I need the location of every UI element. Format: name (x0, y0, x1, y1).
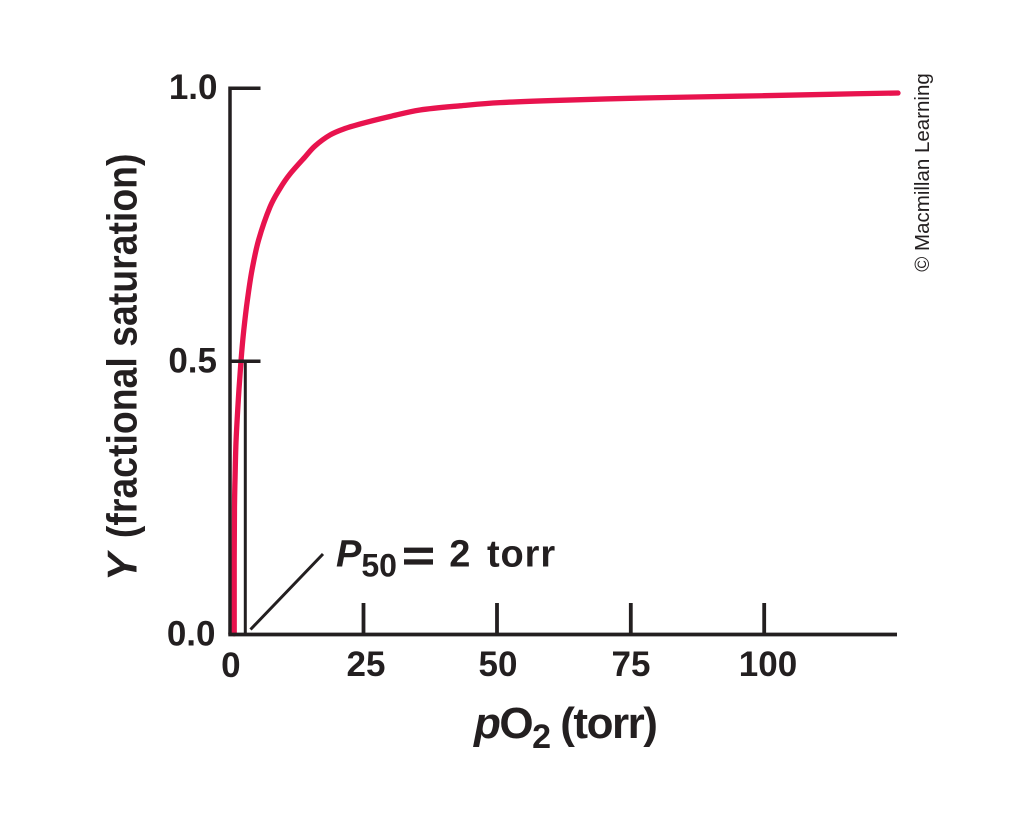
svg-text:Y: Y (99, 549, 146, 581)
svg-text:25: 25 (347, 645, 386, 684)
svg-text:50: 50 (479, 645, 518, 684)
svg-text:2: 2 (449, 534, 470, 576)
svg-text:100: 100 (739, 645, 797, 684)
svg-text:1.0: 1.0 (169, 68, 218, 107)
svg-text:0.5: 0.5 (168, 341, 217, 380)
svg-text:75: 75 (612, 645, 651, 684)
svg-text:0.0: 0.0 (167, 614, 216, 653)
svg-text:torr: torr (487, 534, 556, 576)
svg-text:0: 0 (221, 646, 240, 685)
svg-text:(fractional saturation): (fractional saturation) (99, 154, 146, 549)
svg-text:P50: P50 (336, 534, 397, 584)
svg-text:pO2 (torr): pO2 (torr) (473, 699, 656, 756)
svg-text:© Macmillan Learning: © Macmillan Learning (911, 73, 934, 272)
